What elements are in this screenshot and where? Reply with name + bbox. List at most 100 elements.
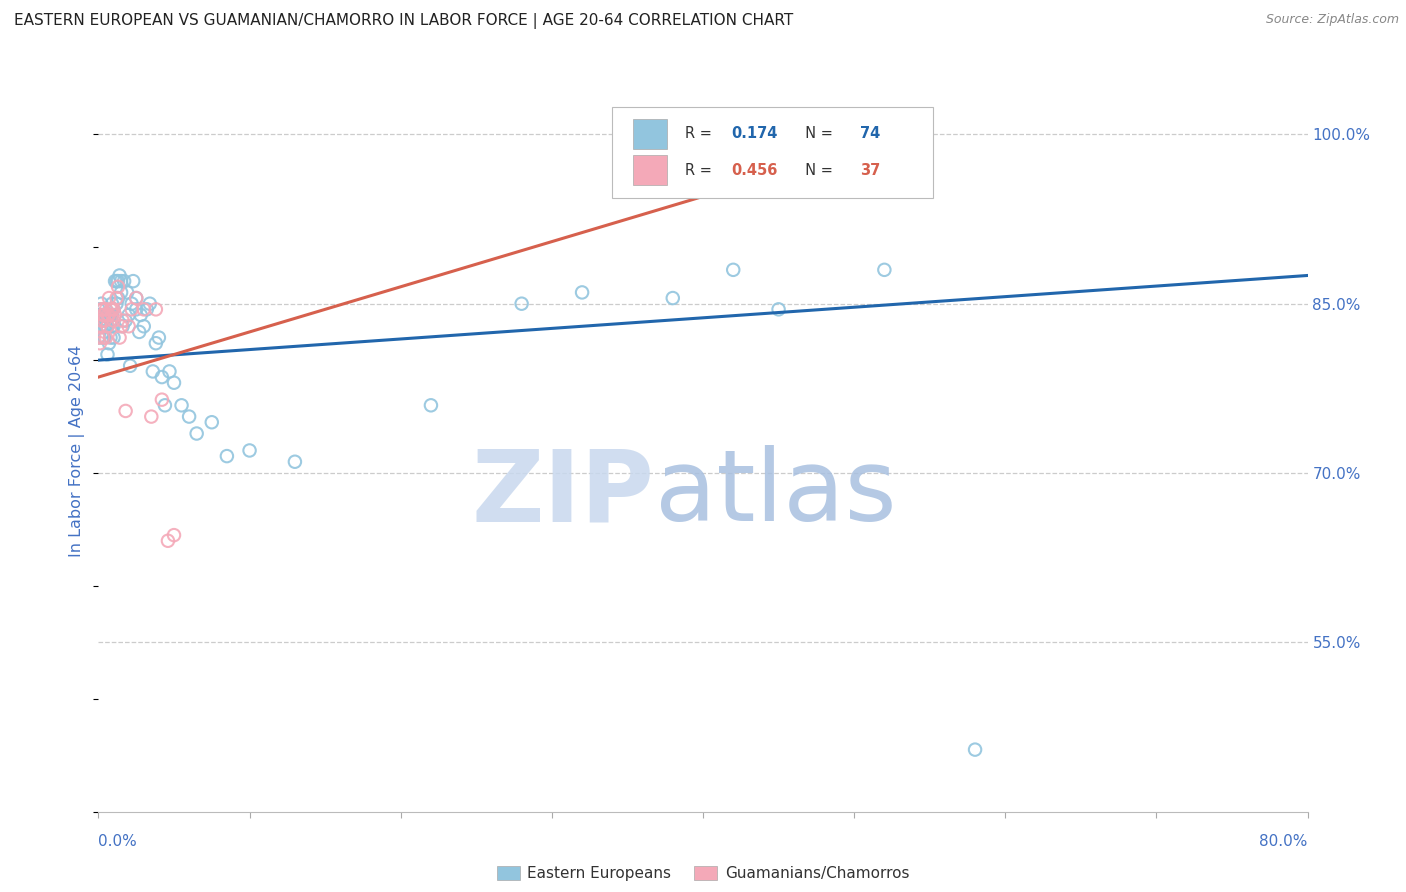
Point <box>662 291 685 305</box>
Point <box>89 336 111 351</box>
Point <box>135 302 157 317</box>
FancyBboxPatch shape <box>613 107 932 198</box>
Text: EASTERN EUROPEAN VS GUAMANIAN/CHAMORRO IN LABOR FORCE | AGE 20-64 CORRELATION CH: EASTERN EUROPEAN VS GUAMANIAN/CHAMORRO I… <box>14 13 793 29</box>
Point <box>87 330 110 344</box>
Legend: Eastern Europeans, Guamanians/Chamorros: Eastern Europeans, Guamanians/Chamorros <box>491 860 915 888</box>
Point <box>101 319 124 334</box>
Point <box>115 285 138 300</box>
Point <box>150 370 173 384</box>
Point <box>91 302 114 317</box>
Point <box>101 296 124 310</box>
Point <box>145 336 167 351</box>
Point <box>159 364 181 378</box>
Point <box>111 319 134 334</box>
Point <box>142 364 165 378</box>
Point <box>103 319 125 334</box>
Point <box>107 279 129 293</box>
Point <box>215 449 238 463</box>
Text: ZIP: ZIP <box>472 445 655 542</box>
Point <box>104 308 127 322</box>
Point <box>125 291 148 305</box>
Point <box>91 330 114 344</box>
Point <box>965 742 987 756</box>
Y-axis label: In Labor Force | Age 20-64: In Labor Force | Age 20-64 <box>69 344 86 557</box>
Point <box>96 319 118 334</box>
Point <box>163 376 186 390</box>
FancyBboxPatch shape <box>633 155 666 186</box>
Point <box>104 274 127 288</box>
Point <box>132 319 155 334</box>
Point <box>129 308 152 322</box>
Point <box>91 330 114 344</box>
Point <box>723 262 745 277</box>
Point <box>148 330 170 344</box>
Point <box>90 296 112 310</box>
Point <box>105 291 128 305</box>
Point <box>103 302 125 317</box>
Point <box>118 308 141 322</box>
Point <box>91 308 114 322</box>
Point <box>141 409 163 424</box>
Point <box>96 347 118 361</box>
Point <box>107 274 129 288</box>
Point <box>93 319 115 334</box>
Point <box>170 398 193 412</box>
Text: N =: N = <box>796 127 838 142</box>
Point <box>101 308 124 322</box>
Point <box>100 302 122 317</box>
Point <box>98 291 121 305</box>
Text: N =: N = <box>796 162 838 178</box>
Point <box>153 398 176 412</box>
Point <box>105 296 128 310</box>
Point <box>101 302 124 317</box>
Text: R =: R = <box>685 127 717 142</box>
Point <box>89 308 111 322</box>
Point <box>93 308 115 322</box>
Point <box>96 319 118 334</box>
Point <box>284 455 307 469</box>
Point <box>87 330 110 344</box>
Point <box>93 313 115 327</box>
Point <box>420 398 443 412</box>
Point <box>87 302 110 317</box>
Point <box>105 274 128 288</box>
Text: 80.0%: 80.0% <box>1260 834 1308 849</box>
Point <box>128 325 150 339</box>
Point <box>91 308 114 322</box>
Point <box>90 313 112 327</box>
Point <box>94 330 117 344</box>
Point <box>100 330 122 344</box>
Point <box>107 291 129 305</box>
Point <box>122 274 145 288</box>
Text: Source: ZipAtlas.com: Source: ZipAtlas.com <box>1265 13 1399 27</box>
Point <box>110 319 132 334</box>
Text: 0.456: 0.456 <box>731 162 778 178</box>
Point <box>91 313 114 327</box>
Point <box>91 302 114 317</box>
Point <box>114 404 136 418</box>
Point <box>125 302 148 317</box>
Text: 74: 74 <box>860 127 880 142</box>
Point <box>94 302 117 317</box>
Text: 0.0%: 0.0% <box>98 834 138 849</box>
Point <box>616 128 638 142</box>
Point <box>768 302 790 317</box>
Point <box>186 426 208 441</box>
Point <box>90 313 112 327</box>
Point <box>103 330 125 344</box>
Point <box>93 330 115 344</box>
Point <box>571 285 593 300</box>
Text: atlas: atlas <box>655 445 896 542</box>
Point <box>110 274 132 288</box>
Point <box>150 392 173 407</box>
Point <box>179 409 201 424</box>
Point <box>132 302 155 317</box>
Point <box>139 296 162 310</box>
Point <box>108 330 131 344</box>
Point <box>108 268 131 283</box>
Point <box>89 319 111 334</box>
Point <box>94 308 117 322</box>
Point <box>156 533 179 548</box>
Point <box>96 308 118 322</box>
Point <box>120 359 142 373</box>
